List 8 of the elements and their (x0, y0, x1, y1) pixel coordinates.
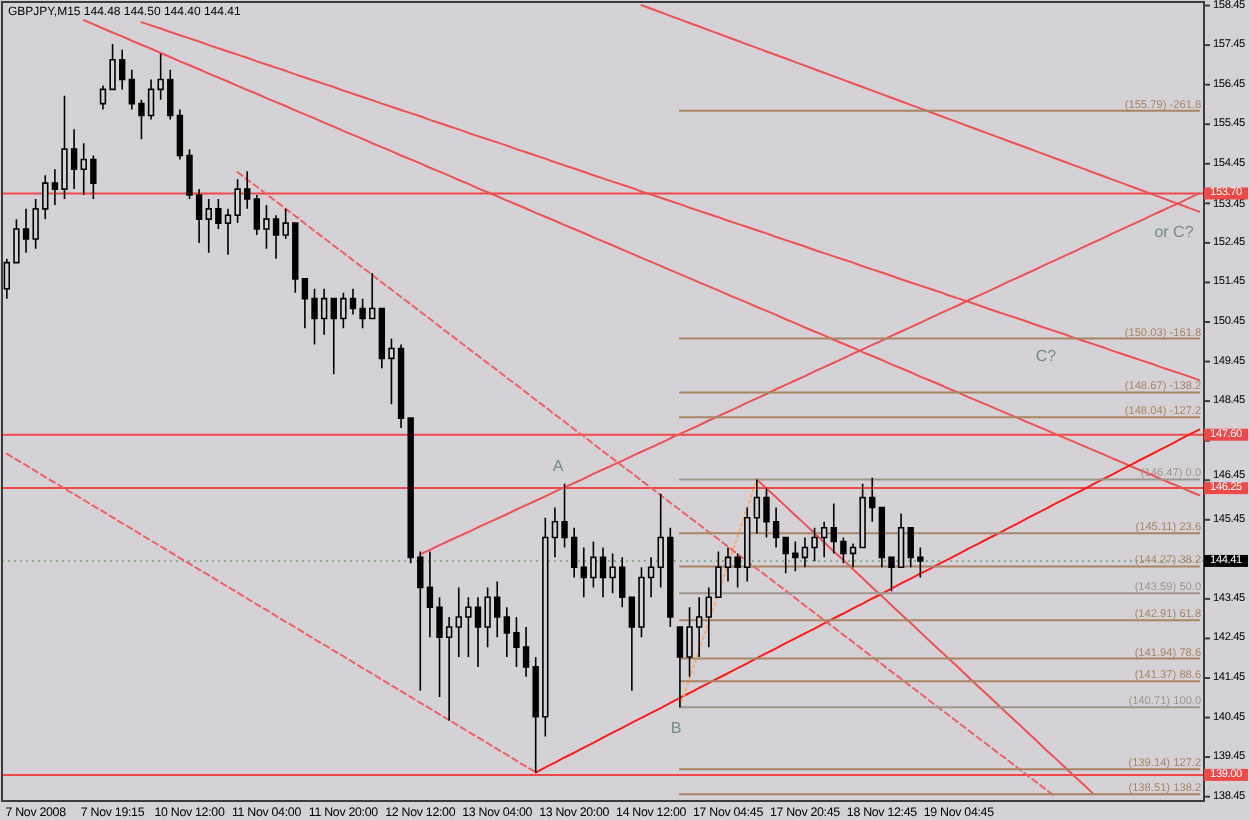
annotation: A (552, 457, 565, 475)
line-series (534, 428, 1201, 774)
annotation: B (670, 719, 682, 737)
line-series (678, 478, 758, 709)
line-series (5, 452, 537, 774)
annotation: C? (1035, 347, 1058, 365)
annotation: or C? (1154, 223, 1195, 241)
line-series (236, 171, 1056, 798)
